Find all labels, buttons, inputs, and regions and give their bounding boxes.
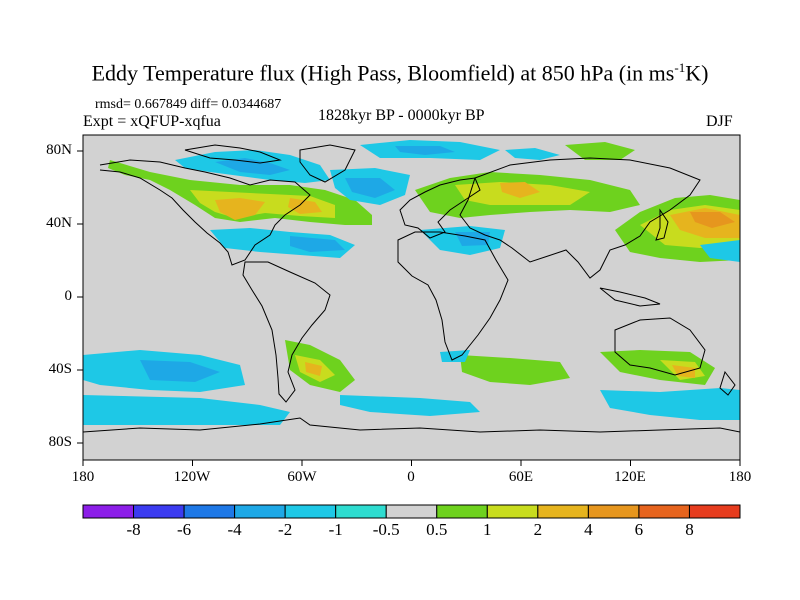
axis-ticks: [77, 150, 741, 466]
contour-neg2-canada: [215, 158, 290, 175]
lon-label-180w: 180: [71, 469, 95, 485]
lon-label-60e: 60E: [508, 469, 534, 485]
colorbar-swatch: [638, 504, 690, 519]
colorbar-swatch: [537, 504, 589, 519]
colorbar-label: 4: [584, 520, 593, 539]
contour-neg-antarctic2: [340, 395, 480, 416]
colorbar-label: -0.5: [372, 520, 400, 539]
map-title: Eddy Temperature flux (High Pass, Bloomf…: [91, 60, 709, 86]
colorbar-swatch: [183, 504, 236, 519]
contour-6-pacific: [690, 212, 735, 228]
colorbar-swatch: [486, 504, 539, 519]
colorbar-label: 0.5: [426, 520, 448, 539]
colorbar-swatch: [385, 504, 438, 519]
contour-neg-antarctic3: [600, 388, 740, 420]
contour-pos-safrica: [460, 355, 570, 385]
period-label: 1828kyr BP - 0000kyr BP: [318, 107, 485, 124]
colorbar-swatch: [284, 504, 337, 519]
colorbar-label: 2: [533, 520, 543, 539]
lat-label-80s: 80S: [48, 434, 72, 450]
lon-label-180e: 180: [728, 469, 752, 485]
colorbar: [82, 504, 741, 519]
contour-neg2-spacific: [140, 360, 220, 382]
colorbar-label: -2: [278, 520, 293, 539]
colorbar-label: -4: [227, 520, 242, 539]
colorbar-swatch: [335, 504, 387, 519]
contour-4-eurasia: [500, 182, 540, 198]
colorbar-swatch: [436, 504, 488, 519]
colorbar-label: 1: [483, 520, 492, 539]
contour-neg-pacific: [700, 240, 740, 262]
contour-4-australia: [672, 365, 695, 378]
lat-label-80n: 80N: [46, 142, 72, 158]
contour-4-natl: [215, 198, 265, 220]
experiment-label: Expt = xQFUP-xqfua: [83, 113, 221, 130]
lat-label-40n: 40N: [46, 215, 72, 231]
colorbar-label: 6: [634, 520, 644, 539]
colorbar-swatch: [82, 504, 135, 519]
lon-label-120w: 120W: [173, 469, 211, 485]
lon-label-120e: 120E: [614, 469, 646, 485]
lat-label-0: 0: [64, 288, 73, 304]
coastlines: [83, 144, 740, 433]
colorbar-swatch: [234, 504, 286, 519]
contour-neg-atlantic2: [345, 178, 395, 198]
season-label: DJF: [706, 113, 733, 130]
contour-4-samerica: [305, 362, 322, 376]
contour-4-natl2: [288, 198, 322, 214]
colorbar-swatch: [133, 504, 185, 519]
colorbar-label: -8: [126, 520, 141, 539]
flux-field: [83, 140, 740, 425]
contour-neg-safrica: [440, 350, 470, 362]
contour-neg-antarctic: [83, 395, 290, 425]
colorbar-label: -6: [176, 520, 192, 539]
lat-label-40s: 40S: [48, 361, 72, 377]
lon-label-60w: 60W: [287, 469, 317, 485]
contour-neg-us2: [290, 236, 345, 252]
lon-label-0: 0: [407, 469, 415, 485]
colorbar-label: 8: [685, 520, 694, 539]
contour-neg-arctic3: [505, 148, 560, 160]
contour-pos-arctic: [565, 142, 635, 160]
colorbar-label: -1: [328, 520, 343, 539]
colorbar-swatch: [688, 504, 741, 519]
stats-text: rmsd= 0.667849 diff= 0.0344687: [95, 97, 282, 112]
colorbar-swatch: [587, 504, 640, 519]
contour-neg-arctic2: [395, 146, 455, 155]
